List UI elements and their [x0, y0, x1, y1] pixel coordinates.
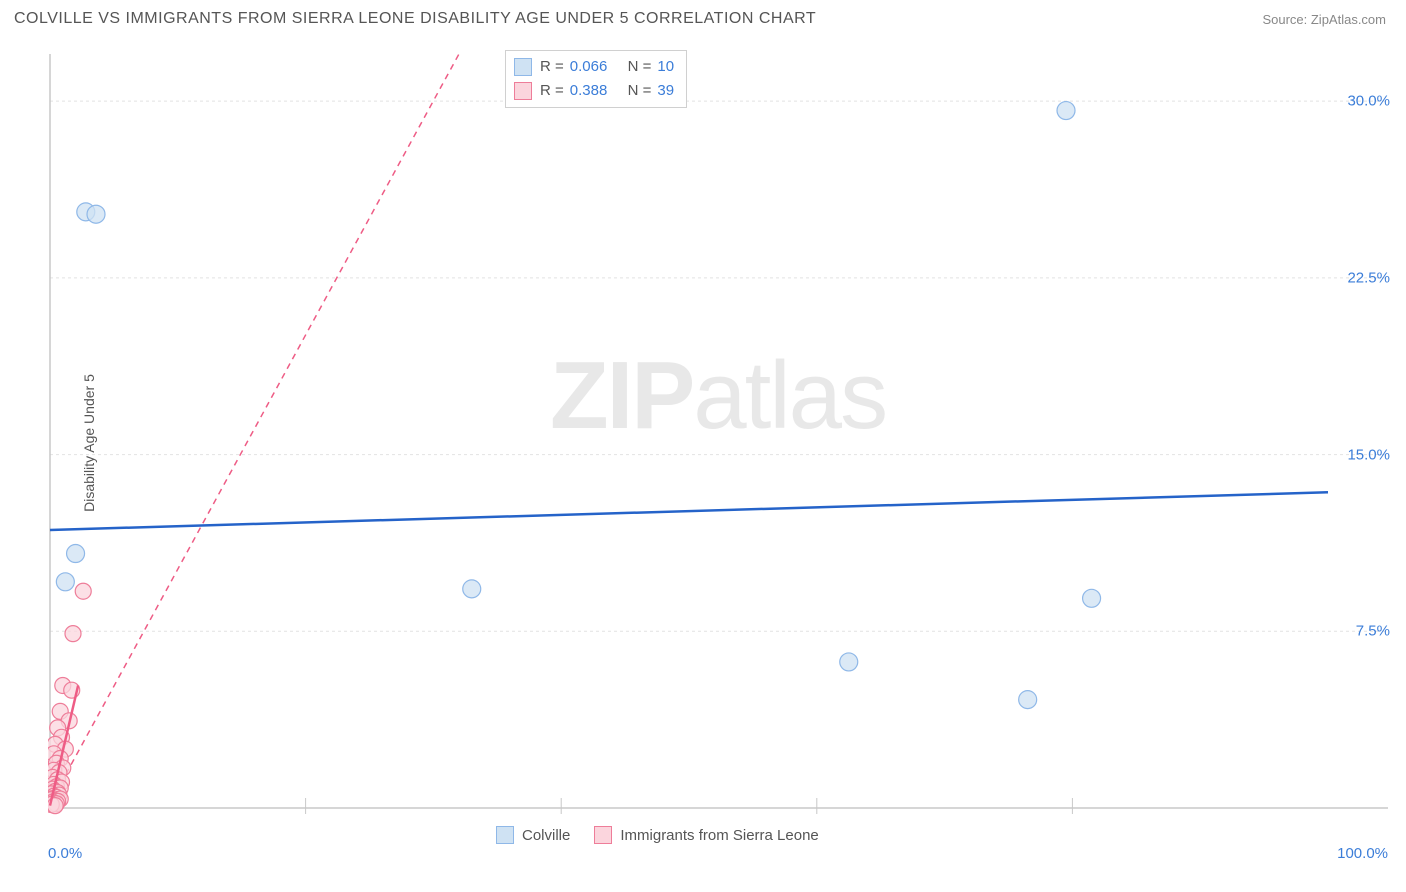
swatch-sierra-bottom: [594, 826, 612, 844]
y-tick-label: 22.5%: [1347, 269, 1390, 286]
legend-r-label: R = 0.066 N = 10: [540, 55, 674, 79]
legend-row-sierra: R = 0.388 N = 39: [514, 79, 674, 103]
x-tick-max: 100.0%: [1337, 845, 1388, 862]
legend-correlation: R = 0.066 N = 10 R = 0.388 N = 39: [505, 50, 687, 108]
chart-area: ZIPatlas Disability Age Under 5 7.5%15.0…: [48, 48, 1388, 838]
y-tick-label: 7.5%: [1356, 623, 1390, 640]
legend-item-sierra: Immigrants from Sierra Leone: [594, 826, 818, 844]
legend-r-label: R = 0.388 N = 39: [540, 79, 674, 103]
source-prefix: Source:: [1262, 12, 1310, 27]
legend-series: Colville Immigrants from Sierra Leone: [496, 826, 819, 844]
source-name: ZipAtlas.com: [1311, 12, 1386, 27]
legend-r-value-colville: 0.066: [570, 55, 608, 79]
swatch-colville: [514, 58, 532, 76]
y-tick-label: 15.0%: [1347, 446, 1390, 463]
legend-item-colville: Colville: [496, 826, 570, 844]
chart-title: COLVILLE VS IMMIGRANTS FROM SIERRA LEONE…: [14, 10, 816, 28]
legend-label-sierra: Immigrants from Sierra Leone: [620, 827, 818, 844]
legend-label-colville: Colville: [522, 827, 570, 844]
scatter-plot: [48, 48, 1388, 838]
chart-source: Source: ZipAtlas.com: [1262, 12, 1386, 27]
x-tick-min: 0.0%: [48, 845, 82, 862]
legend-n-value-colville: 10: [657, 55, 674, 79]
swatch-sierra: [514, 82, 532, 100]
legend-row-colville: R = 0.066 N = 10: [514, 55, 674, 79]
swatch-colville-bottom: [496, 826, 514, 844]
legend-n-value-sierra: 39: [657, 79, 674, 103]
y-tick-label: 30.0%: [1347, 93, 1390, 110]
legend-r-value-sierra: 0.388: [570, 79, 608, 103]
chart-header: COLVILLE VS IMMIGRANTS FROM SIERRA LEONE…: [0, 0, 1406, 28]
